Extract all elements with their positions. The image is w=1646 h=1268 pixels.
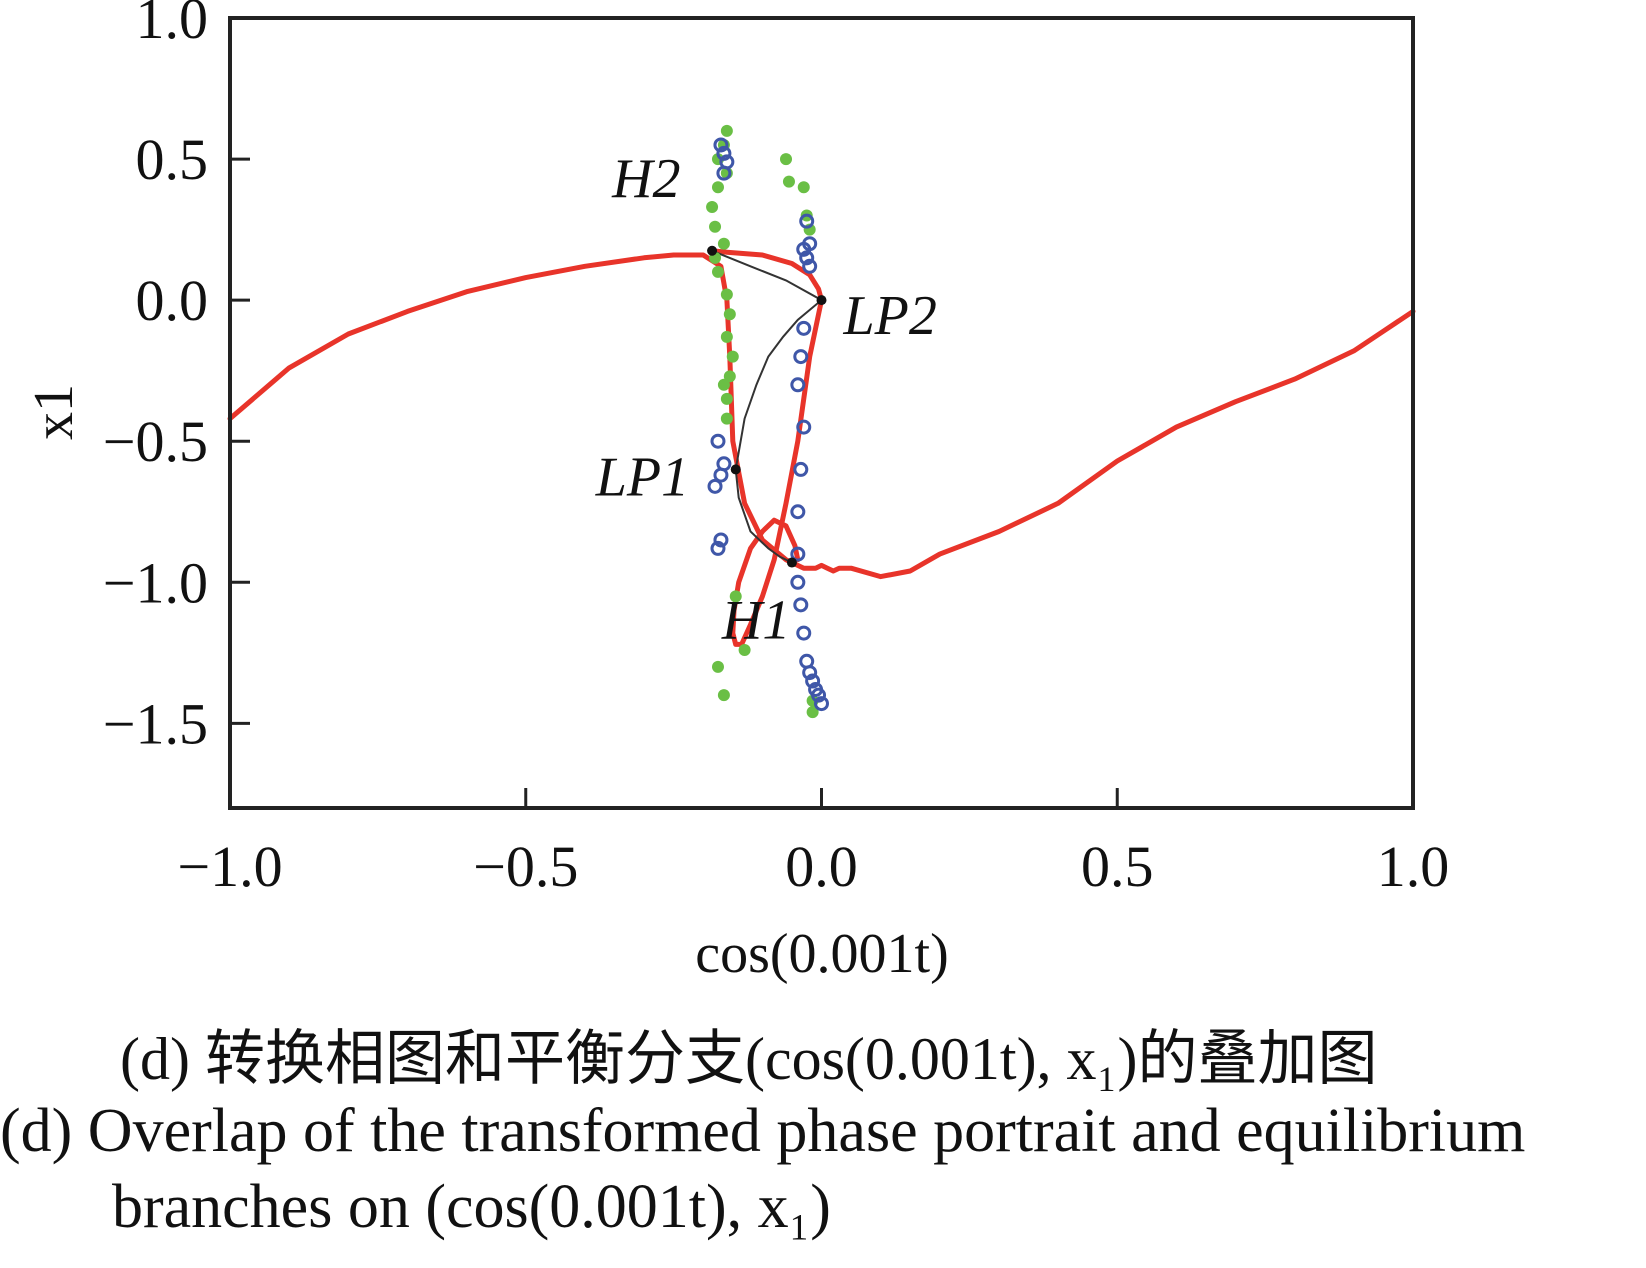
y-tick-label: 1.0 <box>136 0 209 51</box>
unstable-branch-point <box>707 478 723 494</box>
y-axis-ticks: 1.0 0.5 0.0 −0.5 −1.0 −1.5 <box>103 0 250 756</box>
stable-branch-point <box>806 706 819 719</box>
caption-english-line1: (d) Overlap of the transformed phase por… <box>0 1097 1526 1165</box>
stable-branch-point <box>720 412 733 425</box>
bifurcation-point-h1 <box>786 557 797 568</box>
stable-branch-point <box>717 689 730 702</box>
bifurcation-point-lp1 <box>730 464 741 475</box>
unstable-branch-point <box>713 532 729 548</box>
stable-branch-point <box>729 590 742 603</box>
stable-branch-point <box>720 330 733 343</box>
unstable-branch-point <box>713 467 729 483</box>
unstable-branch-point <box>793 461 809 477</box>
unstable-branch-point <box>799 250 815 266</box>
unstable-branch-point <box>716 165 732 181</box>
unstable-branch-point <box>796 419 812 435</box>
stable-branch-point <box>726 350 739 363</box>
unstable-branch-point <box>805 673 821 689</box>
stable-branch-point <box>780 153 793 166</box>
y-tick-label: −1.5 <box>103 691 208 756</box>
x-tick-label: 0.5 <box>1081 834 1154 899</box>
unstable-branch-point <box>716 145 732 161</box>
unstable-branch-point <box>796 625 812 641</box>
y-tick-label: 0.0 <box>136 268 209 333</box>
annotation-h1: H1 <box>721 590 790 652</box>
unstable-branch-point <box>713 137 729 153</box>
stable-branch-point <box>738 644 751 656</box>
plot-marks <box>227 124 1416 719</box>
unstable-branch-point <box>799 213 815 229</box>
x-axis-ticks: −1.0 −0.5 0.0 0.5 1.0 <box>177 788 1449 899</box>
unstable-branch-point <box>790 504 806 520</box>
stable-branch-point <box>797 181 810 194</box>
annotations: H2 LP2 LP1 H1 <box>595 148 937 652</box>
stable-branch-point <box>720 288 733 301</box>
unstable-branch-point <box>814 696 829 712</box>
stable-branch-point <box>717 237 730 250</box>
stable-branch-point <box>711 265 724 278</box>
unstable-branch-point <box>802 665 818 681</box>
y-tick-label: 0.5 <box>136 127 209 192</box>
phase-portrait-trace-1 <box>227 252 1416 580</box>
unstable-branch-point <box>802 258 818 274</box>
stable-branch-point <box>706 201 719 214</box>
annotation-h2: H2 <box>611 148 680 210</box>
unstable-branch-point <box>793 597 809 613</box>
caption-chinese: (d) 转换相图和平衡分支(cos(0.001t), x₁)的叠加图 <box>120 1026 1378 1092</box>
x-tick-label: −0.5 <box>473 834 578 899</box>
unstable-branch-point <box>790 546 806 562</box>
stable-branch-point <box>717 378 730 391</box>
y-axis-label: x1 <box>23 384 85 440</box>
unstable-branch-point <box>793 349 809 365</box>
x-axis-label: cos(0.001t) <box>695 923 949 985</box>
unstable-branch-point <box>710 540 726 556</box>
unstable-branch-point <box>811 687 827 703</box>
equilibrium-curve <box>711 249 824 564</box>
stable-branch-point <box>723 308 736 321</box>
stable-branch-point <box>723 370 736 383</box>
y-tick-label: −0.5 <box>103 409 208 474</box>
annotation-lp1: LP1 <box>595 446 689 508</box>
stable-branch-point <box>720 124 733 137</box>
stable-branch-point <box>720 392 733 405</box>
x-tick-label: 1.0 <box>1377 834 1450 899</box>
stable-branch-point <box>782 175 795 188</box>
stable-branch-point <box>711 181 724 194</box>
stable-branch-point <box>709 220 722 233</box>
stable-branch-point <box>711 660 724 673</box>
caption-english-line2: branches on (cos(0.001t), x₁) <box>112 1173 831 1241</box>
unstable-branch-point <box>796 320 812 336</box>
unstable-branch-point <box>790 377 806 393</box>
unstable-branch-point <box>796 241 812 257</box>
x-tick-label: −1.0 <box>177 834 282 899</box>
bifurcation-point-lp2 <box>816 295 827 306</box>
x-tick-label: 0.0 <box>785 834 858 899</box>
bifurcation-point-h2 <box>707 245 718 256</box>
phase-portrait-trace-2 <box>709 248 824 647</box>
unstable-branch-point <box>710 433 726 449</box>
phase-portrait-chart: −1.0 −0.5 0.0 0.5 1.0 1.00.50.0−0.5−1.0−1.5 … <box>23 0 1449 985</box>
y-tick-label: −1.0 <box>103 550 208 615</box>
annotation-lp2: LP2 <box>843 285 937 347</box>
unstable-branch-point <box>790 574 806 590</box>
